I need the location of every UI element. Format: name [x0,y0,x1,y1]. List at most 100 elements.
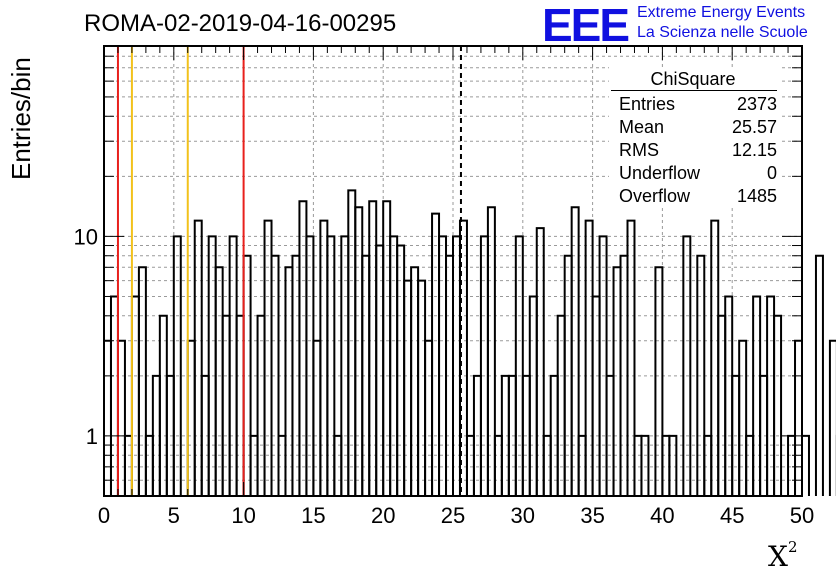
stats-title: ChiSquare [650,69,736,89]
marker-lines-layer [116,46,462,496]
logo-subtitle-line2: La Scienza nelle Scuole [637,24,808,41]
histogram-bin [354,206,364,496]
histogram-bin [326,235,336,496]
stats-row-entries: Entries 2373 [619,94,777,116]
histogram-bin [270,254,280,496]
histogram-bin [479,235,489,496]
x-tick-label: 5 [168,503,180,528]
histogram-bin [109,295,119,496]
histogram-bin [452,235,461,496]
x-tick-label: 35 [580,503,604,528]
histogram-bin [305,235,315,496]
stats-divider [611,90,777,91]
histogram-layer [103,189,836,496]
histogram-bin [591,295,601,496]
histogram-bin [801,434,810,496]
stats-value: 12.15 [731,140,777,160]
histogram-bin [738,339,748,496]
histogram-bin [340,235,350,496]
histogram-bin [410,266,420,496]
histogram-bin [668,434,678,496]
histogram-bin [130,295,140,496]
histogram-bin [312,339,322,496]
histogram-bin [724,295,734,496]
histogram-bin [717,314,727,496]
histogram-bin [256,314,266,496]
stats-value: 25.57 [731,117,777,137]
histogram-bin [535,227,545,496]
stats-label: RMS [619,140,659,160]
histogram-bin [794,339,803,496]
histogram-bin [458,219,468,496]
histogram-bin [228,235,238,496]
histogram-bin [710,219,720,496]
stats-label: Mean [619,117,665,137]
histogram-bin [137,266,147,496]
histogram-bin [193,219,203,496]
logo-subtitle-line1: Extreme Energy Events [637,4,806,21]
histogram-bin [584,219,594,496]
stats-label: Entries [619,94,676,114]
stats-row-underflow: Underflow 0 [619,163,777,185]
x-tick-label: 50 [790,503,814,528]
histogram-bin [263,219,273,496]
y-tick-label: 1 [86,424,98,449]
histogram-bin [640,434,650,496]
stats-label: Underflow [619,163,701,183]
histogram-bin [696,254,706,496]
x-tick-label: 15 [301,503,325,528]
stats-value: 2373 [736,94,777,114]
x-tick-label: 10 [231,503,255,528]
histogram-bin [396,244,406,496]
tick-labels-layer: 0 5 10 15 20 25 30 35 40 45 50 1 10 [74,224,815,528]
histogram-bin [766,295,776,496]
histogram-bin [375,244,385,496]
histogram-bin [752,295,762,496]
x-tick-label: 30 [511,503,535,528]
histogram-bin [403,279,413,496]
histogram-bin [424,339,434,496]
histogram-bin [682,235,692,496]
x-tick-label: 20 [371,503,395,528]
histogram-bin [828,339,836,496]
histogram-bin [528,295,538,496]
histogram-bin [598,235,608,496]
histogram-bin [556,314,566,496]
ticks-layer [103,46,803,496]
histogram-bin [103,339,112,496]
histogram-bin [207,235,217,496]
histogram-bin [284,266,294,496]
histogram-bin [235,314,245,496]
x-tick-label: 40 [650,503,674,528]
histogram-bin [814,254,824,496]
x-axis-label: X2 [768,538,798,573]
stats-value: 0 [766,163,777,183]
histogram-bin [116,339,126,496]
histogram-bin [626,219,636,496]
histogram-bin [186,339,196,496]
eee-logo: EEE [542,0,630,51]
stats-value: 1485 [736,186,777,206]
histogram-bin [319,219,329,496]
histogram-bin [389,235,399,496]
histogram-bin [438,235,448,496]
histogram-bin [214,266,224,496]
stats-box: ChiSquare Entries 2373 Mean 25.57 RMS 12… [609,67,781,208]
histogram-bin [486,206,496,496]
stats-row-rms: RMS 12.15 [619,140,777,162]
y-tick-label: 10 [74,224,98,249]
x-tick-label: 0 [98,503,110,528]
histogram-bin [773,314,783,496]
run-title: ROMA-02-2019-04-16-00295 [84,10,397,37]
x-tick-label: 25 [441,503,465,528]
histogram-bin [612,266,622,496]
histogram-bin [654,266,664,496]
stats-row-overflow: Overflow 1485 [619,186,777,208]
histogram-bin [158,314,168,496]
histogram-bin [570,206,580,496]
histogram-bin [221,314,231,496]
histogram-bin [417,279,427,496]
stats-label: Overflow [619,186,691,206]
y-axis-label: Entries/bin [6,57,36,180]
